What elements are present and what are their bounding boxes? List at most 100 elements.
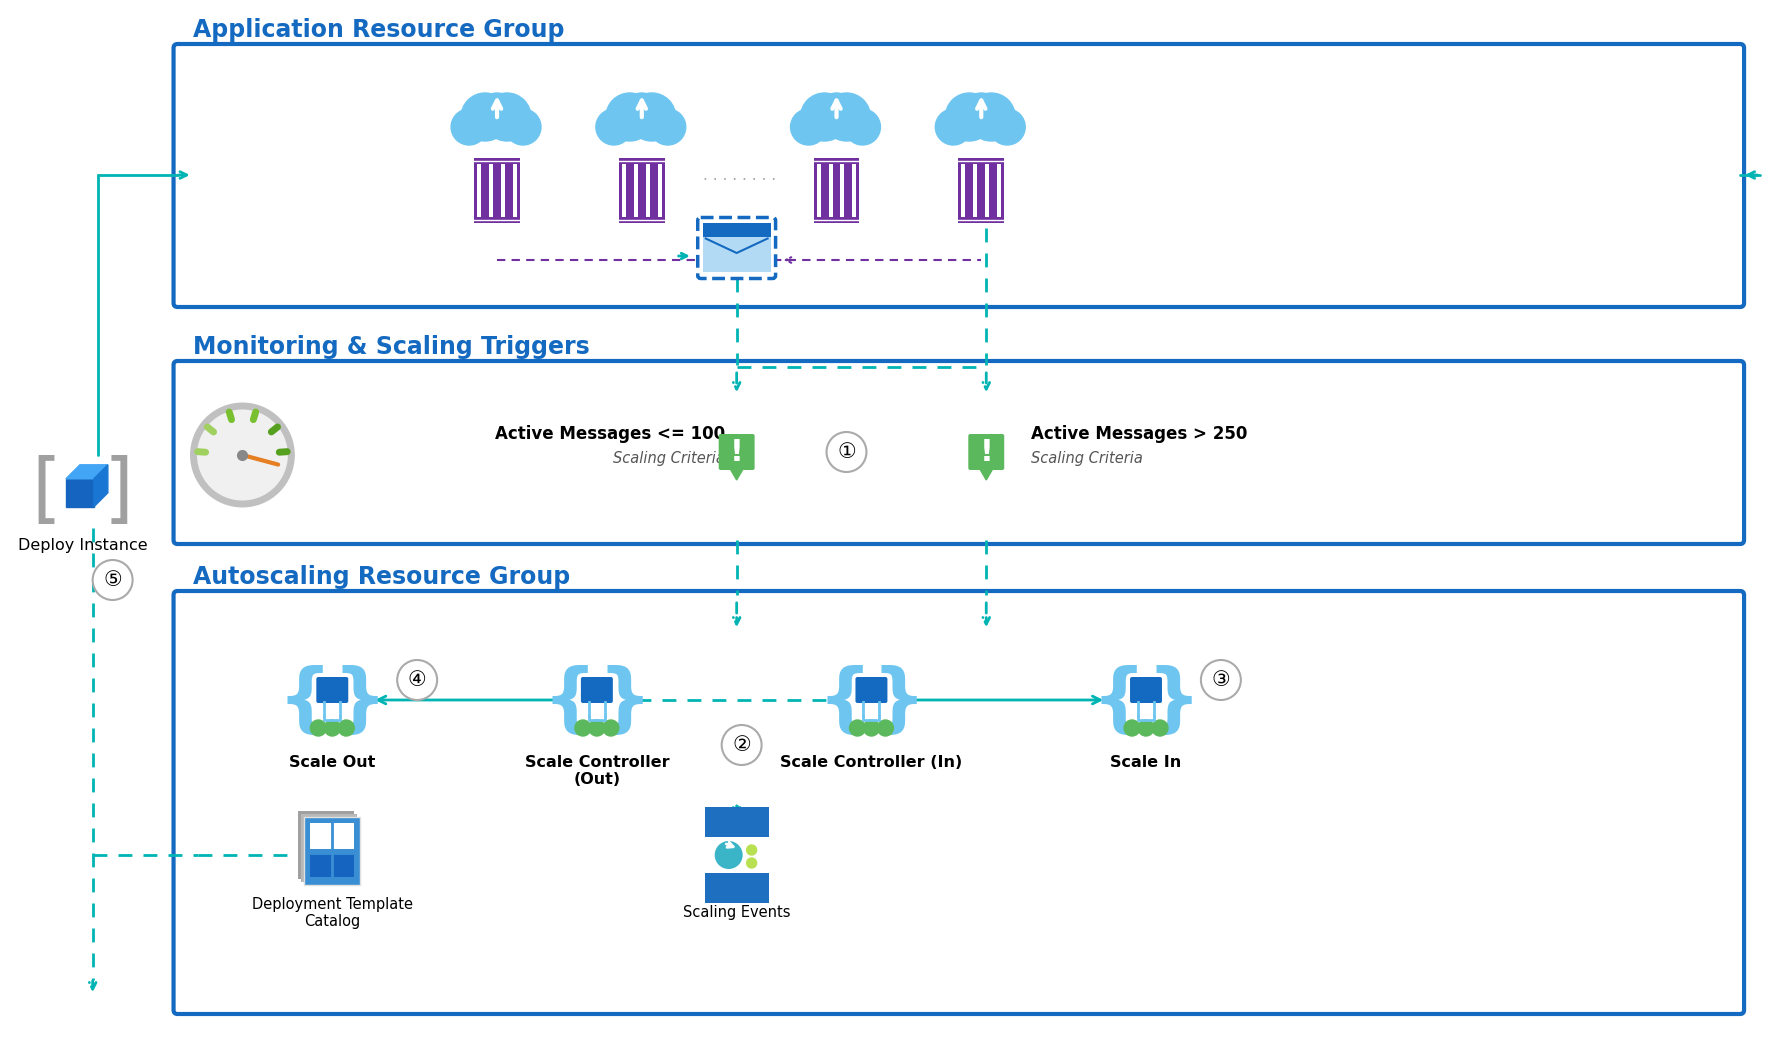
FancyBboxPatch shape [581,677,612,703]
Bar [657,163,662,216]
Text: Active Messages > 250: Active Messages > 250 [1030,425,1247,443]
Circle shape [338,720,354,736]
Circle shape [989,109,1025,145]
Circle shape [451,109,487,145]
Circle shape [966,93,1014,141]
Text: Scale Controller (In): Scale Controller (In) [780,755,962,770]
Polygon shape [66,465,107,478]
Circle shape [603,720,619,736]
Bar [304,817,360,885]
Bar [816,163,819,216]
Bar [488,163,492,216]
Circle shape [574,720,590,736]
Text: Deployment Template
Catalog: Deployment Template Catalog [252,896,413,930]
Bar [705,837,767,873]
Bar [852,163,855,216]
Circle shape [844,109,880,145]
Circle shape [1200,660,1240,700]
Text: ⑤: ⑤ [104,570,122,590]
Circle shape [605,93,653,141]
Bar [703,236,771,271]
Text: Scale In: Scale In [1109,755,1181,770]
Polygon shape [730,468,742,480]
Text: }: } [598,665,651,739]
Text: {: { [816,665,871,739]
Circle shape [791,109,827,145]
Text: Scale Out: Scale Out [290,755,376,770]
Bar [619,157,664,223]
Circle shape [462,93,508,141]
FancyBboxPatch shape [968,434,1004,470]
Circle shape [397,660,437,700]
Circle shape [93,560,132,600]
Polygon shape [66,478,93,506]
Text: Application Resource Group: Application Resource Group [193,18,564,42]
Text: {: { [277,665,333,739]
FancyBboxPatch shape [1129,677,1161,703]
Polygon shape [979,468,993,480]
Bar [299,811,354,879]
Text: {: { [1091,665,1145,739]
Text: }: } [333,665,386,739]
Circle shape [800,93,848,141]
Circle shape [827,432,866,472]
Bar [961,163,964,216]
Bar [633,163,637,216]
Circle shape [1123,720,1140,736]
Circle shape [714,841,742,869]
Bar [984,163,989,216]
Text: ②: ② [732,735,751,755]
Text: }: } [1145,665,1200,739]
Bar [621,163,626,216]
Circle shape [649,109,685,145]
Circle shape [936,109,971,145]
Bar [812,157,859,223]
Bar [478,163,481,216]
Bar [513,163,517,216]
Circle shape [945,93,993,141]
Text: Scale Controller
(Out): Scale Controller (Out) [524,755,669,787]
Circle shape [746,846,757,855]
Text: ④: ④ [408,670,426,690]
Text: · · · · · · · ·: · · · · · · · · [703,173,775,187]
Circle shape [596,109,632,145]
Circle shape [504,109,540,145]
Bar [957,157,1004,223]
Circle shape [483,93,531,141]
Bar [973,163,977,216]
Circle shape [628,93,676,141]
Circle shape [746,858,757,868]
Text: Autoscaling Resource Group: Autoscaling Resource Group [193,565,569,589]
Text: }: } [871,665,925,739]
Circle shape [1152,720,1168,736]
Text: Monitoring & Scaling Triggers: Monitoring & Scaling Triggers [193,335,589,359]
Text: Deploy Instance: Deploy Instance [18,538,147,553]
Text: [: [ [32,456,61,529]
Circle shape [324,720,340,736]
Bar [828,163,832,216]
Bar [501,163,504,216]
Bar [309,853,354,877]
Text: ①: ① [837,442,855,462]
Circle shape [1138,720,1154,736]
FancyBboxPatch shape [698,217,775,279]
Bar [309,823,354,849]
FancyBboxPatch shape [317,677,349,703]
Text: Active Messages <= 100: Active Messages <= 100 [494,425,725,443]
Bar [705,807,767,837]
Circle shape [816,93,855,133]
Circle shape [589,720,605,736]
FancyBboxPatch shape [855,677,887,703]
Text: !: ! [979,438,993,467]
Bar [301,814,358,882]
Circle shape [823,93,869,141]
Bar [646,163,649,216]
Text: Scaling Criteria: Scaling Criteria [1030,450,1143,466]
Circle shape [478,93,517,133]
FancyBboxPatch shape [719,434,755,470]
Circle shape [309,720,326,736]
Text: !: ! [730,438,742,467]
Circle shape [850,720,864,736]
Text: ]: ] [104,456,134,529]
Text: {: { [542,665,596,739]
